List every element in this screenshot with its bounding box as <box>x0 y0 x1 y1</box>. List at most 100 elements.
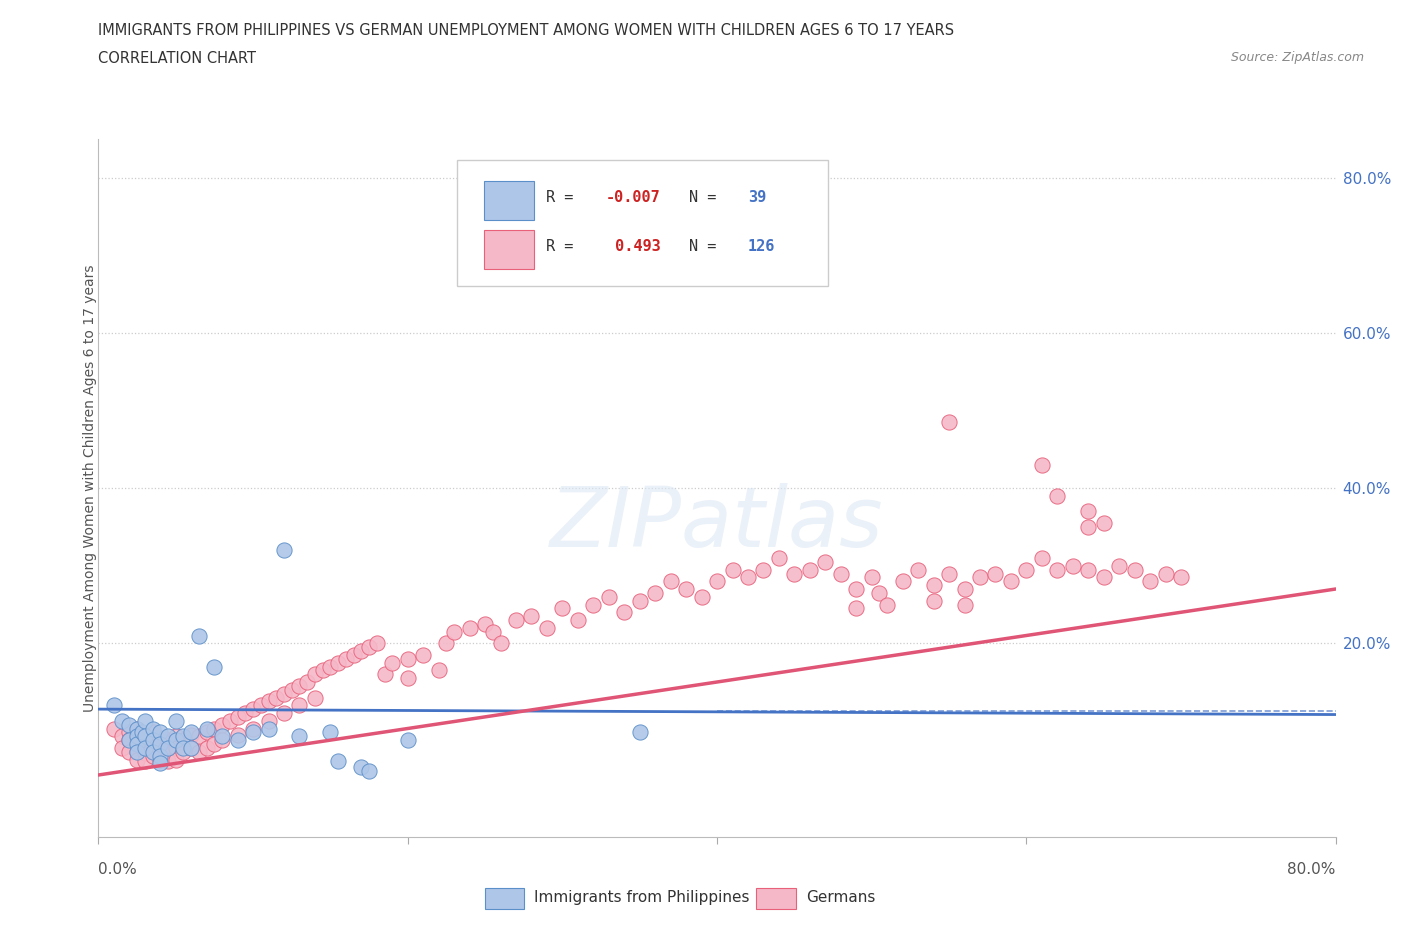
Text: N =: N = <box>689 238 725 254</box>
Point <box>273 706 295 721</box>
Point <box>127 752 149 767</box>
Point <box>312 663 335 678</box>
Point <box>489 636 512 651</box>
Point <box>551 601 574 616</box>
Point <box>134 740 156 755</box>
Point <box>830 566 852 581</box>
Point <box>412 647 434 662</box>
Point <box>118 733 141 748</box>
Point <box>134 713 156 728</box>
Point <box>783 566 806 581</box>
Point <box>1139 574 1161 589</box>
Point <box>142 733 165 748</box>
Point <box>273 686 295 701</box>
Point <box>357 764 380 778</box>
Point <box>173 744 195 759</box>
Point <box>118 717 141 732</box>
Point <box>481 624 505 639</box>
Point <box>173 740 195 755</box>
Point <box>149 752 172 767</box>
Point <box>131 725 153 740</box>
Point <box>127 721 149 736</box>
Point <box>134 746 156 761</box>
Point <box>118 733 141 748</box>
Point <box>1154 566 1177 581</box>
Point <box>118 744 141 759</box>
Point <box>204 659 226 674</box>
Point <box>628 725 651 740</box>
Point <box>520 609 543 624</box>
Point <box>149 743 172 758</box>
Point <box>257 694 280 709</box>
Text: Source: ZipAtlas.com: Source: ZipAtlas.com <box>1230 51 1364 64</box>
Point <box>768 551 790 565</box>
Point <box>127 733 149 748</box>
Point <box>157 733 180 748</box>
Point <box>157 753 180 768</box>
Point <box>737 570 759 585</box>
Point <box>257 721 280 736</box>
Point <box>111 740 134 755</box>
Text: R =: R = <box>547 238 583 254</box>
Point <box>659 574 682 589</box>
Point <box>273 543 295 558</box>
FancyBboxPatch shape <box>485 230 534 269</box>
Point <box>134 729 156 744</box>
Point <box>374 667 396 682</box>
Point <box>505 613 527 628</box>
Point <box>134 737 156 751</box>
Point <box>195 725 218 740</box>
Text: 80.0%: 80.0% <box>1288 862 1336 877</box>
Point <box>173 729 195 744</box>
Point <box>1092 570 1115 585</box>
Point <box>1092 516 1115 531</box>
Point <box>1015 562 1038 577</box>
Point <box>165 729 187 744</box>
Point <box>142 744 165 759</box>
Point <box>288 698 311 712</box>
Text: IMMIGRANTS FROM PHILIPPINES VS GERMAN UNEMPLOYMENT AMONG WOMEN WITH CHILDREN AGE: IMMIGRANTS FROM PHILIPPINES VS GERMAN UN… <box>98 23 955 38</box>
Point <box>427 663 450 678</box>
Point <box>598 590 620 604</box>
Point <box>582 597 605 612</box>
Text: 0.493: 0.493 <box>606 238 661 254</box>
Point <box>304 667 326 682</box>
Point <box>1000 574 1022 589</box>
Point <box>134 729 156 744</box>
Point <box>157 729 180 744</box>
Point <box>1108 558 1130 573</box>
Point <box>1031 458 1053 472</box>
Point <box>1077 562 1099 577</box>
Point <box>326 753 350 768</box>
Point <box>165 752 187 767</box>
Text: ZIPatlas: ZIPatlas <box>550 483 884 564</box>
Point <box>350 760 373 775</box>
Point <box>127 729 149 744</box>
Point <box>1046 562 1069 577</box>
Text: Immigrants from Philippines: Immigrants from Philippines <box>534 890 749 905</box>
Point <box>458 620 481 635</box>
Text: 126: 126 <box>748 238 775 254</box>
Text: 0.0%: 0.0% <box>98 862 138 877</box>
Point <box>969 570 991 585</box>
Point <box>690 590 713 604</box>
Point <box>257 713 280 728</box>
Point <box>876 597 898 612</box>
Point <box>343 647 366 662</box>
Point <box>149 756 172 771</box>
Point <box>1123 562 1146 577</box>
Point <box>288 729 311 744</box>
Point <box>984 566 1007 581</box>
Point <box>173 733 195 748</box>
Point <box>443 624 465 639</box>
Point <box>157 744 180 759</box>
Point <box>381 656 404 671</box>
Point <box>242 725 264 740</box>
Point <box>111 729 134 744</box>
Point <box>326 656 350 671</box>
Point <box>149 748 172 763</box>
Point <box>127 744 149 759</box>
Point <box>474 617 496 631</box>
Point <box>628 593 651 608</box>
Point <box>250 698 273 712</box>
